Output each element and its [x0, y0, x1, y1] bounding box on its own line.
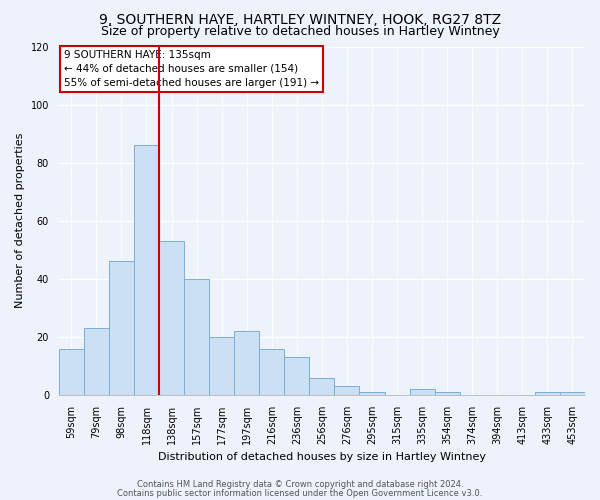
Bar — [134, 146, 159, 395]
Bar — [234, 331, 259, 395]
Text: Contains HM Land Registry data © Crown copyright and database right 2024.: Contains HM Land Registry data © Crown c… — [137, 480, 463, 489]
Text: Contains public sector information licensed under the Open Government Licence v3: Contains public sector information licen… — [118, 488, 482, 498]
Bar — [209, 337, 234, 395]
Bar — [560, 392, 585, 395]
Bar — [334, 386, 359, 395]
Bar — [109, 262, 134, 395]
Bar — [159, 241, 184, 395]
Bar — [535, 392, 560, 395]
Text: Size of property relative to detached houses in Hartley Wintney: Size of property relative to detached ho… — [101, 25, 499, 38]
Bar — [59, 348, 84, 395]
Bar — [434, 392, 460, 395]
Bar — [359, 392, 385, 395]
Text: 9 SOUTHERN HAYE: 135sqm
← 44% of detached houses are smaller (154)
55% of semi-d: 9 SOUTHERN HAYE: 135sqm ← 44% of detache… — [64, 50, 319, 88]
Bar — [410, 390, 434, 395]
Bar — [84, 328, 109, 395]
X-axis label: Distribution of detached houses by size in Hartley Wintney: Distribution of detached houses by size … — [158, 452, 486, 462]
Y-axis label: Number of detached properties: Number of detached properties — [15, 133, 25, 308]
Text: 9, SOUTHERN HAYE, HARTLEY WINTNEY, HOOK, RG27 8TZ: 9, SOUTHERN HAYE, HARTLEY WINTNEY, HOOK,… — [99, 12, 501, 26]
Bar — [284, 358, 310, 395]
Bar — [310, 378, 334, 395]
Bar — [259, 348, 284, 395]
Bar — [184, 279, 209, 395]
